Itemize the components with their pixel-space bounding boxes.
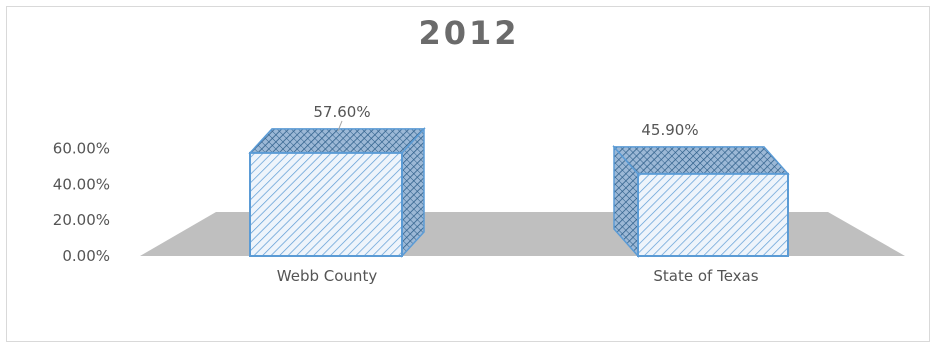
bar-top-face: [612, 146, 790, 175]
chart-title: 2012: [418, 14, 520, 52]
y-tick-label: 60.00%: [53, 140, 110, 158]
x-category-label: State of Texas: [653, 267, 758, 285]
y-tick-label: 20.00%: [53, 211, 110, 229]
data-label: 45.90%: [641, 121, 698, 139]
bar: [612, 144, 790, 258]
y-tick-label: 40.00%: [53, 175, 110, 193]
data-label-leader: [337, 120, 343, 132]
x-category-label: Webb County: [277, 267, 378, 285]
bar: [248, 126, 426, 258]
bar-front-face: [249, 151, 403, 257]
bar-top-face: [248, 128, 426, 154]
data-label: 57.60%: [313, 103, 370, 121]
y-tick-label: 0.00%: [62, 247, 110, 265]
bar-front-face: [637, 172, 789, 258]
